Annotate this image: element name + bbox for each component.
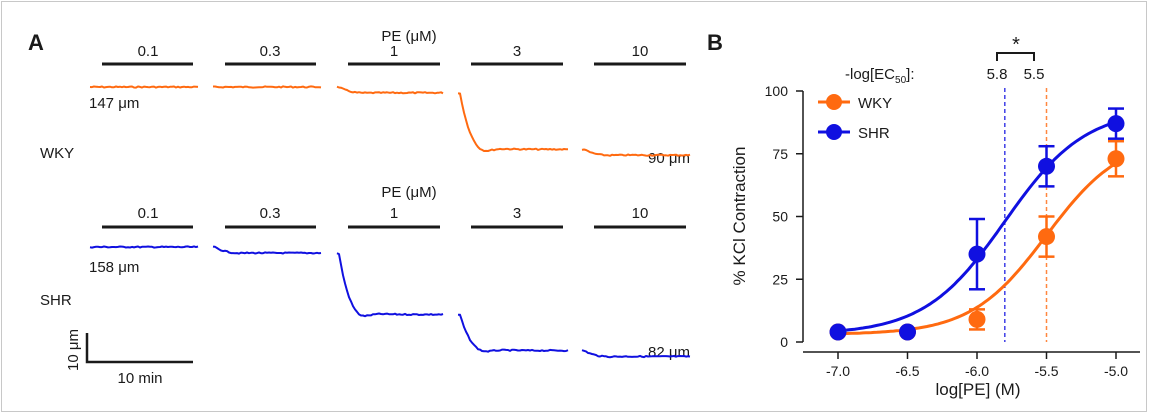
shr-conc-label-0: 0.1 <box>138 205 159 222</box>
figure-border <box>1 1 1147 412</box>
panel-a-letter: A <box>28 30 44 55</box>
shr-conc-label-2: 1 <box>390 205 398 222</box>
y-axis-title: % KCl Contraction <box>730 147 749 286</box>
legend-marker-shr <box>826 124 842 140</box>
legend-item-shr: SHR <box>818 124 890 142</box>
significance-star: * <box>1012 34 1020 56</box>
x-tick-label-1: -6.5 <box>895 363 919 379</box>
wky-point-2 <box>968 310 986 328</box>
shr-trace-segment-3 <box>457 313 569 353</box>
data-points <box>829 107 1125 341</box>
wky-trace-segment-4 <box>581 148 691 157</box>
wky-conc-label-4: 10 <box>632 43 649 60</box>
wky-trace-segment-2 <box>336 85 444 95</box>
legend: WKY SHR <box>818 94 892 142</box>
wky-drug-label: PE (μM) <box>381 28 436 45</box>
y-tick-label-0: 0 <box>780 334 788 350</box>
y-tick-label-3: 75 <box>772 146 788 162</box>
x-tick-label-0: -7.0 <box>826 363 850 379</box>
shr-row-label: SHR <box>40 292 72 309</box>
wky-conc-label-3: 3 <box>513 43 521 60</box>
ec50-value-wky: 5.5 <box>1024 66 1045 83</box>
legend-label-shr: SHR <box>858 125 890 142</box>
shr-trace-segment-2 <box>336 252 444 318</box>
legend-item-wky: WKY <box>818 94 892 112</box>
x-tick-label-3: -5.5 <box>1034 363 1058 379</box>
shr-trace-segment-1 <box>212 245 322 255</box>
wky-conc-labels: 0.1 0.3 1 3 10 <box>138 43 649 60</box>
wky-trace-segment-3 <box>457 92 568 152</box>
legend-label-wky: WKY <box>858 95 892 112</box>
shr-traces <box>89 245 691 359</box>
shr-trace-segment-4 <box>581 349 691 359</box>
x-axis: -7.0 -6.5 -6.0 -5.5 -5.0 log[PE] (M) <box>803 351 1140 399</box>
wky-trace-segment-1 <box>213 85 322 89</box>
panel-b-letter: B <box>707 30 723 55</box>
shr-point-4 <box>1107 115 1125 133</box>
shr-point-0 <box>829 323 847 341</box>
significance-bracket <box>996 52 1035 61</box>
shr-drug-label: PE (μM) <box>381 184 436 201</box>
y-tick-label-4: 100 <box>765 83 789 99</box>
shr-point-3 <box>1038 157 1055 175</box>
shr-conc-labels: 0.1 0.3 1 3 10 <box>138 205 649 222</box>
x-axis-title: log[PE] (M) <box>935 380 1020 399</box>
shr-conc-label-4: 10 <box>632 205 649 222</box>
shr-trace-segment-0 <box>89 245 199 249</box>
ec50-lines <box>1004 88 1048 342</box>
scale-bar-lines <box>85 333 193 364</box>
shr-start-diameter: 158 μm <box>89 259 139 276</box>
shr-point-1 <box>899 323 916 341</box>
ec50-value-shr: 5.8 <box>987 66 1008 83</box>
y-tick-label-1: 25 <box>772 271 788 287</box>
legend-marker-wky <box>826 94 842 110</box>
ec50-annotation: -log[EC50]: 5.8 5.5 * <box>845 34 1044 86</box>
fit-curve-wky <box>837 162 1117 336</box>
shr-conc-label-1: 0.3 <box>260 205 281 222</box>
wky-point-3 <box>1038 228 1055 246</box>
shr-point-2 <box>968 245 986 263</box>
y-ticks: 0 25 50 75 100 <box>765 83 803 350</box>
x-tick-label-4: -5.0 <box>1104 363 1128 379</box>
shr-conc-label-3: 3 <box>513 205 521 222</box>
wky-trace-segment-0 <box>89 85 199 89</box>
y-tick-label-2: 50 <box>772 209 788 225</box>
scale-bar-horizontal-label: 10 min <box>117 370 162 387</box>
wky-traces <box>89 85 691 157</box>
wky-conc-label-1: 0.3 <box>260 43 281 60</box>
ec50-label: -log[EC50]: <box>845 66 915 86</box>
wky-conc-label-0: 0.1 <box>138 43 159 60</box>
x-ticks: -7.0 -6.5 -6.0 -5.5 -5.0 <box>826 352 1128 379</box>
scale-bar: 10 μm 10 min <box>65 329 193 387</box>
wky-start-diameter: 147 μm <box>89 95 139 112</box>
x-tick-label-2: -6.0 <box>965 363 989 379</box>
wky-point-4 <box>1107 150 1125 168</box>
wky-row-label: WKY <box>40 145 74 162</box>
wky-conc-label-2: 1 <box>390 43 398 60</box>
scale-bar-vertical-label: 10 μm <box>65 329 82 371</box>
y-axis: 0 25 50 75 100 % KCl Contraction <box>730 83 804 350</box>
